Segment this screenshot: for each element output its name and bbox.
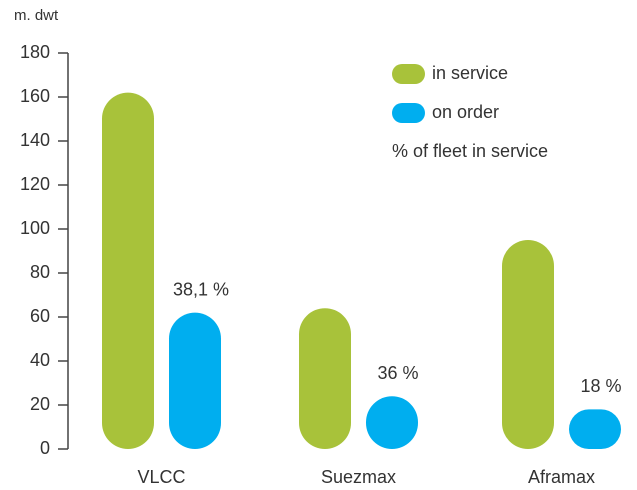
- bar: [502, 240, 554, 449]
- y-tick-label: 80: [30, 262, 50, 282]
- legend-swatch: [392, 64, 425, 84]
- bar: [299, 308, 351, 449]
- y-tick-label: 40: [30, 350, 50, 370]
- bar: [569, 409, 621, 449]
- bar: [366, 396, 418, 449]
- y-tick-label: 100: [20, 218, 50, 238]
- x-tick-label: Aframax: [528, 467, 595, 487]
- y-tick-label: 160: [20, 86, 50, 106]
- x-tick-label: VLCC: [137, 467, 185, 487]
- y-tick-label: 120: [20, 174, 50, 194]
- data-label: 18 %: [580, 376, 621, 396]
- x-tick-label: Suezmax: [321, 467, 396, 487]
- y-tick-label: 140: [20, 130, 50, 150]
- legend-label: % of fleet in service: [392, 141, 548, 161]
- bar: [169, 312, 221, 449]
- y-tick-label: 0: [40, 438, 50, 458]
- legend-label: in service: [432, 63, 508, 83]
- data-label: 36 %: [377, 363, 418, 383]
- y-tick-label: 180: [20, 42, 50, 62]
- bar: [102, 92, 154, 449]
- y-tick-label: 60: [30, 306, 50, 326]
- legend-swatch: [392, 103, 425, 123]
- y-tick-label: 20: [30, 394, 50, 414]
- y-axis-label: m. dwt: [14, 7, 59, 24]
- legend-label: on order: [432, 102, 499, 122]
- data-label: 38,1 %: [173, 279, 229, 299]
